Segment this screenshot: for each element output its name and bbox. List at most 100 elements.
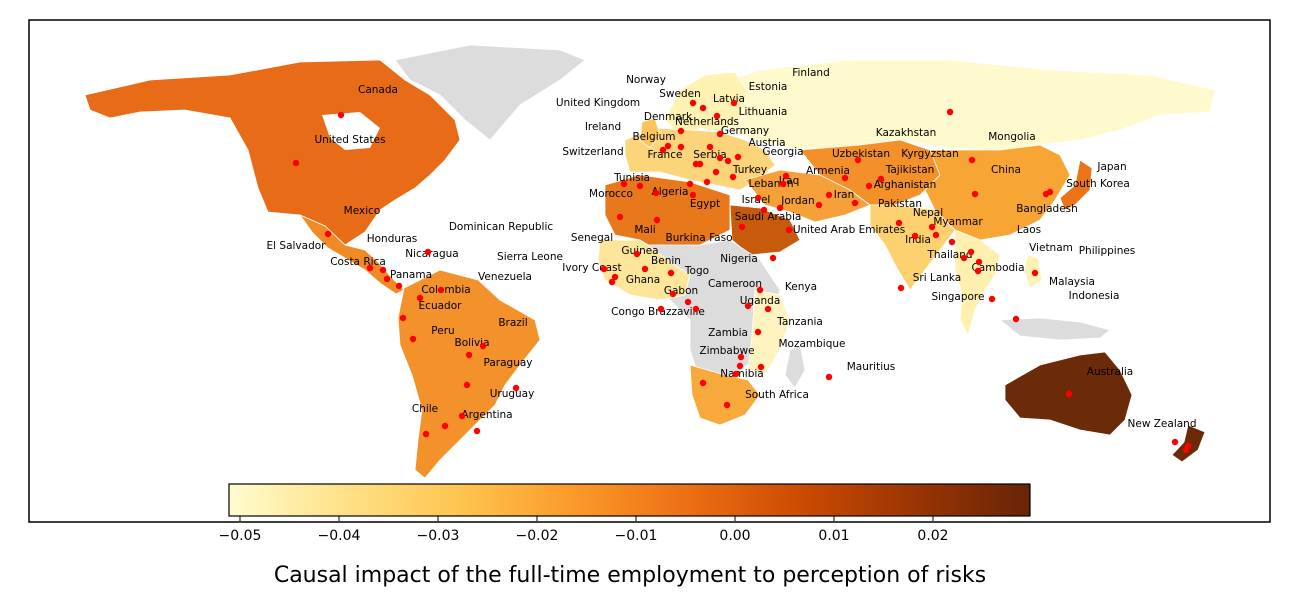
country-marker <box>692 305 700 313</box>
country-marker <box>689 191 697 199</box>
region-southern-africa <box>689 364 761 426</box>
country-marker <box>422 430 430 438</box>
region-central-asia <box>799 139 941 206</box>
country-label: Uzbekistan <box>832 148 890 160</box>
colorbar-tick-label: −0.05 <box>219 528 262 544</box>
country-label: United Arab Emirates <box>793 224 905 236</box>
country-label: Tunisia <box>613 172 650 184</box>
country-label: Cameroon <box>708 278 762 290</box>
region-russia <box>699 59 1216 151</box>
country-marker <box>769 254 777 262</box>
country-marker <box>988 295 996 303</box>
country-label: Algeria <box>652 186 689 198</box>
country-marker <box>677 127 685 135</box>
country-marker <box>441 422 449 430</box>
country-marker <box>760 206 768 214</box>
country-label: Kyrgyzstan <box>901 148 959 160</box>
country-label: Sweden <box>659 88 701 100</box>
country-label: Turkey <box>732 164 767 176</box>
country-marker <box>383 275 391 283</box>
country-marker <box>696 160 704 168</box>
country-label: Egypt <box>690 198 720 210</box>
region-madagascar <box>784 344 806 389</box>
country-label: Zambia <box>708 327 748 339</box>
colorbar-tick-label: −0.02 <box>516 528 559 544</box>
country-marker <box>960 254 968 262</box>
colorbar-tick-label: −0.04 <box>318 528 361 544</box>
country-label: France <box>648 149 683 161</box>
country-label: Mozambique <box>778 338 845 350</box>
country-label: Denmark <box>644 111 693 123</box>
country-marker <box>730 99 738 107</box>
country-label: Brazil <box>498 317 527 329</box>
country-label: Belgium <box>632 131 675 143</box>
country-marker <box>659 146 667 154</box>
country-label: Mexico <box>344 205 381 217</box>
country-marker <box>653 216 661 224</box>
country-marker <box>734 153 742 161</box>
country-marker <box>971 190 979 198</box>
region-north-america <box>84 59 461 246</box>
country-label: Paraguay <box>483 357 532 369</box>
country-marker <box>865 182 873 190</box>
country-marker <box>633 250 641 258</box>
country-marker <box>911 232 919 240</box>
country-marker <box>689 99 697 107</box>
country-marker <box>512 384 520 392</box>
country-label: Norway <box>626 74 666 86</box>
country-label: Tanzania <box>776 316 823 328</box>
country-marker <box>744 302 752 310</box>
country-label: Tajikistan <box>885 164 935 176</box>
country-marker <box>463 381 471 389</box>
country-label: Australia <box>1087 366 1133 378</box>
country-label: Georgia <box>762 146 803 158</box>
country-marker <box>620 180 628 188</box>
country-label: Nicaragua <box>405 248 458 260</box>
country-marker <box>895 219 903 227</box>
country-label: India <box>905 234 931 246</box>
country-label: United Kingdom <box>556 97 640 109</box>
country-marker <box>686 180 694 188</box>
colorbar-tick-label: 0.01 <box>818 528 849 544</box>
country-marker <box>608 278 616 286</box>
country-label: Latvia <box>713 93 745 105</box>
country-marker <box>736 362 744 370</box>
country-marker <box>657 305 665 313</box>
country-label: Honduras <box>367 233 418 245</box>
country-label: South Africa <box>745 389 809 401</box>
country-label: Iran <box>834 189 855 201</box>
country-marker <box>712 168 720 176</box>
country-marker <box>757 363 765 371</box>
country-label: United States <box>314 134 385 146</box>
country-label: Senegal <box>571 232 613 244</box>
country-label: Congo Brazzaville <box>611 306 705 318</box>
country-marker <box>1171 438 1179 446</box>
country-marker <box>706 143 714 151</box>
country-marker <box>1031 269 1039 277</box>
country-marker <box>825 373 833 381</box>
country-label: Nigeria <box>720 253 758 265</box>
country-label: Afghanistan <box>874 179 937 191</box>
country-marker <box>1065 390 1073 398</box>
country-marker <box>684 298 692 306</box>
country-label: Pakistan <box>878 198 922 210</box>
country-label: Cambodia <box>971 262 1024 274</box>
country-marker <box>664 142 672 150</box>
country-marker <box>473 427 481 435</box>
country-label: Netherlands <box>675 116 739 128</box>
country-label: Colombia <box>421 284 470 296</box>
country-marker <box>738 223 746 231</box>
region-uk <box>639 117 661 149</box>
country-label: Argentina <box>461 409 512 421</box>
country-label: Canada <box>358 84 398 96</box>
country-marker <box>1012 315 1020 323</box>
colorbar-tick-label: −0.03 <box>417 528 460 544</box>
colorbar-label: Causal impact of the full-time employmen… <box>274 563 986 588</box>
country-marker <box>337 111 345 119</box>
country-label: Malaysia <box>1049 276 1095 288</box>
country-label: Jordan <box>780 195 814 207</box>
country-marker <box>379 266 387 274</box>
country-marker <box>1182 446 1190 454</box>
country-label: Sri Lanka <box>913 272 962 284</box>
